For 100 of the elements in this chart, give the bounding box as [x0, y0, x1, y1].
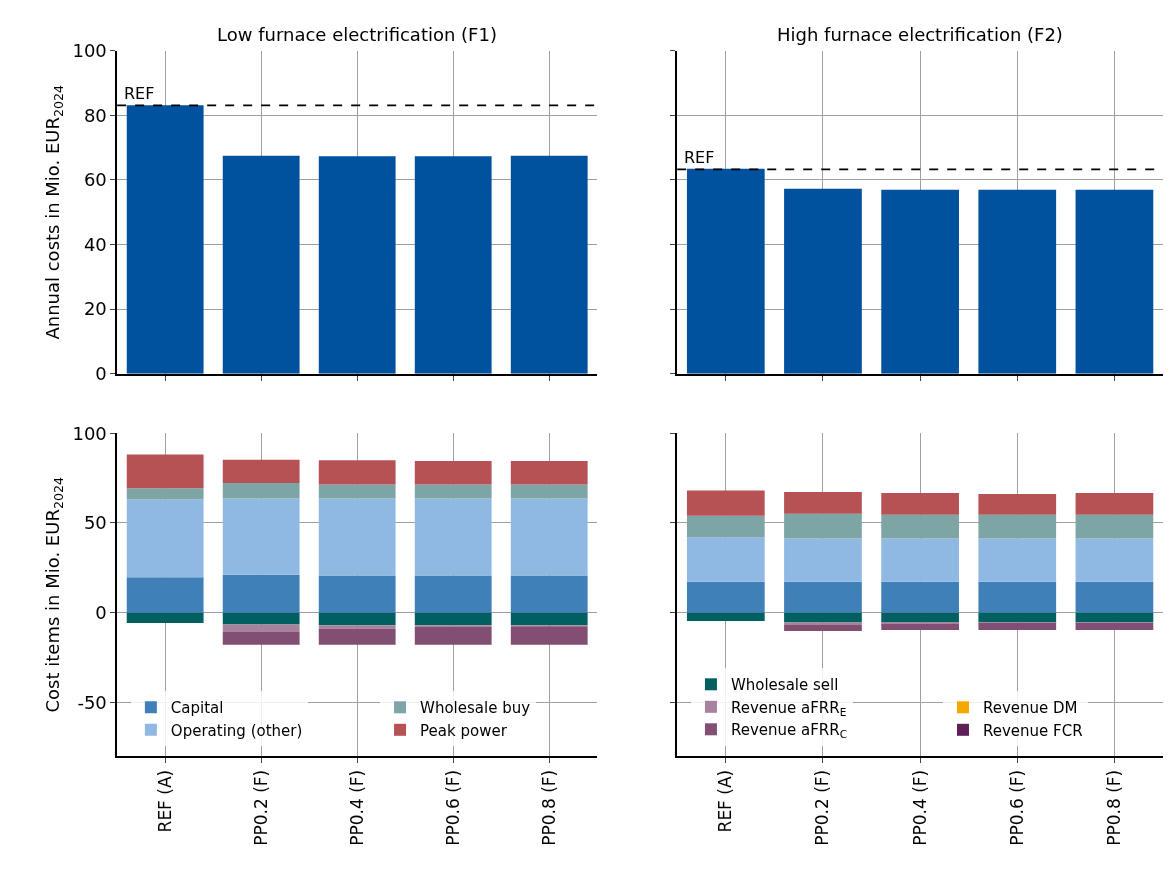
bar — [978, 623, 1057, 630]
bar — [881, 538, 959, 582]
bar — [784, 622, 862, 625]
bar — [978, 494, 1057, 515]
bar — [881, 624, 959, 630]
bar — [318, 628, 396, 645]
bar — [784, 612, 862, 623]
bar — [414, 484, 492, 499]
bar — [881, 581, 959, 613]
bar — [881, 493, 959, 515]
bar — [414, 156, 492, 374]
bar — [126, 499, 204, 578]
x-tick-label: PP0.2 (F) — [250, 769, 271, 846]
y-tick-label: 60 — [83, 169, 107, 191]
bar — [686, 490, 765, 516]
x-tick-label: PP0.4 (F) — [346, 769, 367, 846]
bar — [784, 513, 862, 539]
bar — [318, 484, 396, 499]
bar — [222, 624, 300, 633]
bar — [414, 498, 492, 576]
ref-line-label: REF — [684, 148, 715, 167]
x-tick-label: PP0.6 (F) — [1006, 769, 1027, 846]
y-tick-label: -50 — [77, 691, 107, 713]
y-tick-label: 100 — [72, 422, 107, 444]
bar — [784, 624, 862, 631]
bar — [686, 581, 765, 613]
legend-label: Operating (other) — [170, 721, 303, 740]
bar — [318, 612, 396, 626]
bar — [318, 498, 396, 576]
y-tick-label: 80 — [83, 104, 107, 126]
y-tick-label: 100 — [72, 40, 107, 62]
bar — [126, 454, 204, 489]
legend-label: Revenue FCR — [982, 721, 1083, 740]
bar — [510, 612, 588, 626]
legend-label: Revenue aFRR$_{C}$ — [730, 721, 848, 741]
bar — [686, 515, 765, 538]
bar — [222, 574, 300, 613]
bar — [1075, 514, 1154, 539]
x-tick-label: REF (A) — [154, 769, 175, 833]
chart-title: High furnace electrification (F2) — [777, 24, 1063, 45]
y-tick-label: 0 — [95, 363, 107, 385]
chart-title: Low furnace electrification (F1) — [217, 24, 497, 45]
x-tick-label: REF (A) — [715, 769, 736, 833]
bar — [510, 498, 588, 576]
bar — [126, 577, 204, 613]
x-tick-label: PP0.4 (F) — [909, 769, 930, 846]
bar — [784, 581, 862, 613]
bar — [784, 538, 862, 582]
bar — [1075, 612, 1154, 623]
bar — [318, 156, 396, 374]
y-tick-label: 20 — [83, 298, 107, 320]
legend-label: Wholesale sell — [730, 676, 839, 695]
x-tick-label: PP0.6 (F) — [442, 769, 463, 846]
bar — [318, 575, 396, 613]
bar — [1075, 538, 1154, 582]
bar — [222, 459, 300, 483]
bar — [510, 484, 588, 499]
x-tick-label: PP0.8 (F) — [538, 769, 559, 846]
ref-line-label: REF — [124, 84, 155, 103]
x-tick-label: PP0.8 (F) — [1103, 769, 1124, 846]
bar — [222, 632, 300, 645]
y-tick-label: 40 — [83, 233, 107, 255]
bar — [222, 612, 300, 625]
bar — [978, 538, 1057, 582]
bar — [126, 612, 204, 623]
bar — [222, 498, 300, 575]
y-tick-label: 0 — [95, 601, 107, 623]
bar — [686, 612, 765, 621]
legend-label: Revenue aFRR$_{E}$ — [730, 698, 847, 718]
bar — [510, 461, 588, 485]
bar — [881, 622, 959, 625]
bar — [510, 155, 588, 374]
legend-label: Peak power — [420, 721, 508, 740]
y-tick-label: 50 — [83, 512, 107, 534]
bar — [1075, 493, 1154, 515]
x-tick-label: PP0.2 (F) — [812, 769, 833, 846]
bar — [978, 581, 1057, 613]
bar — [414, 612, 492, 626]
bar — [978, 612, 1057, 623]
legend-label: Wholesale buy — [420, 699, 531, 718]
bar — [126, 488, 204, 500]
bar — [414, 627, 492, 645]
bar — [318, 460, 396, 485]
legend-label: Revenue DM — [982, 699, 1078, 718]
bar — [414, 625, 492, 628]
bar — [126, 105, 204, 374]
legend-label: Capital — [170, 699, 224, 718]
bar — [978, 514, 1057, 539]
bar — [222, 482, 300, 499]
bar — [784, 492, 862, 514]
bar — [414, 575, 492, 613]
bar — [1075, 581, 1154, 613]
bar — [686, 537, 765, 582]
bar — [881, 612, 959, 623]
bar — [881, 514, 959, 539]
bar — [414, 461, 492, 485]
bar — [318, 625, 396, 629]
bar — [510, 575, 588, 613]
bar — [510, 626, 588, 645]
bar — [222, 155, 300, 374]
